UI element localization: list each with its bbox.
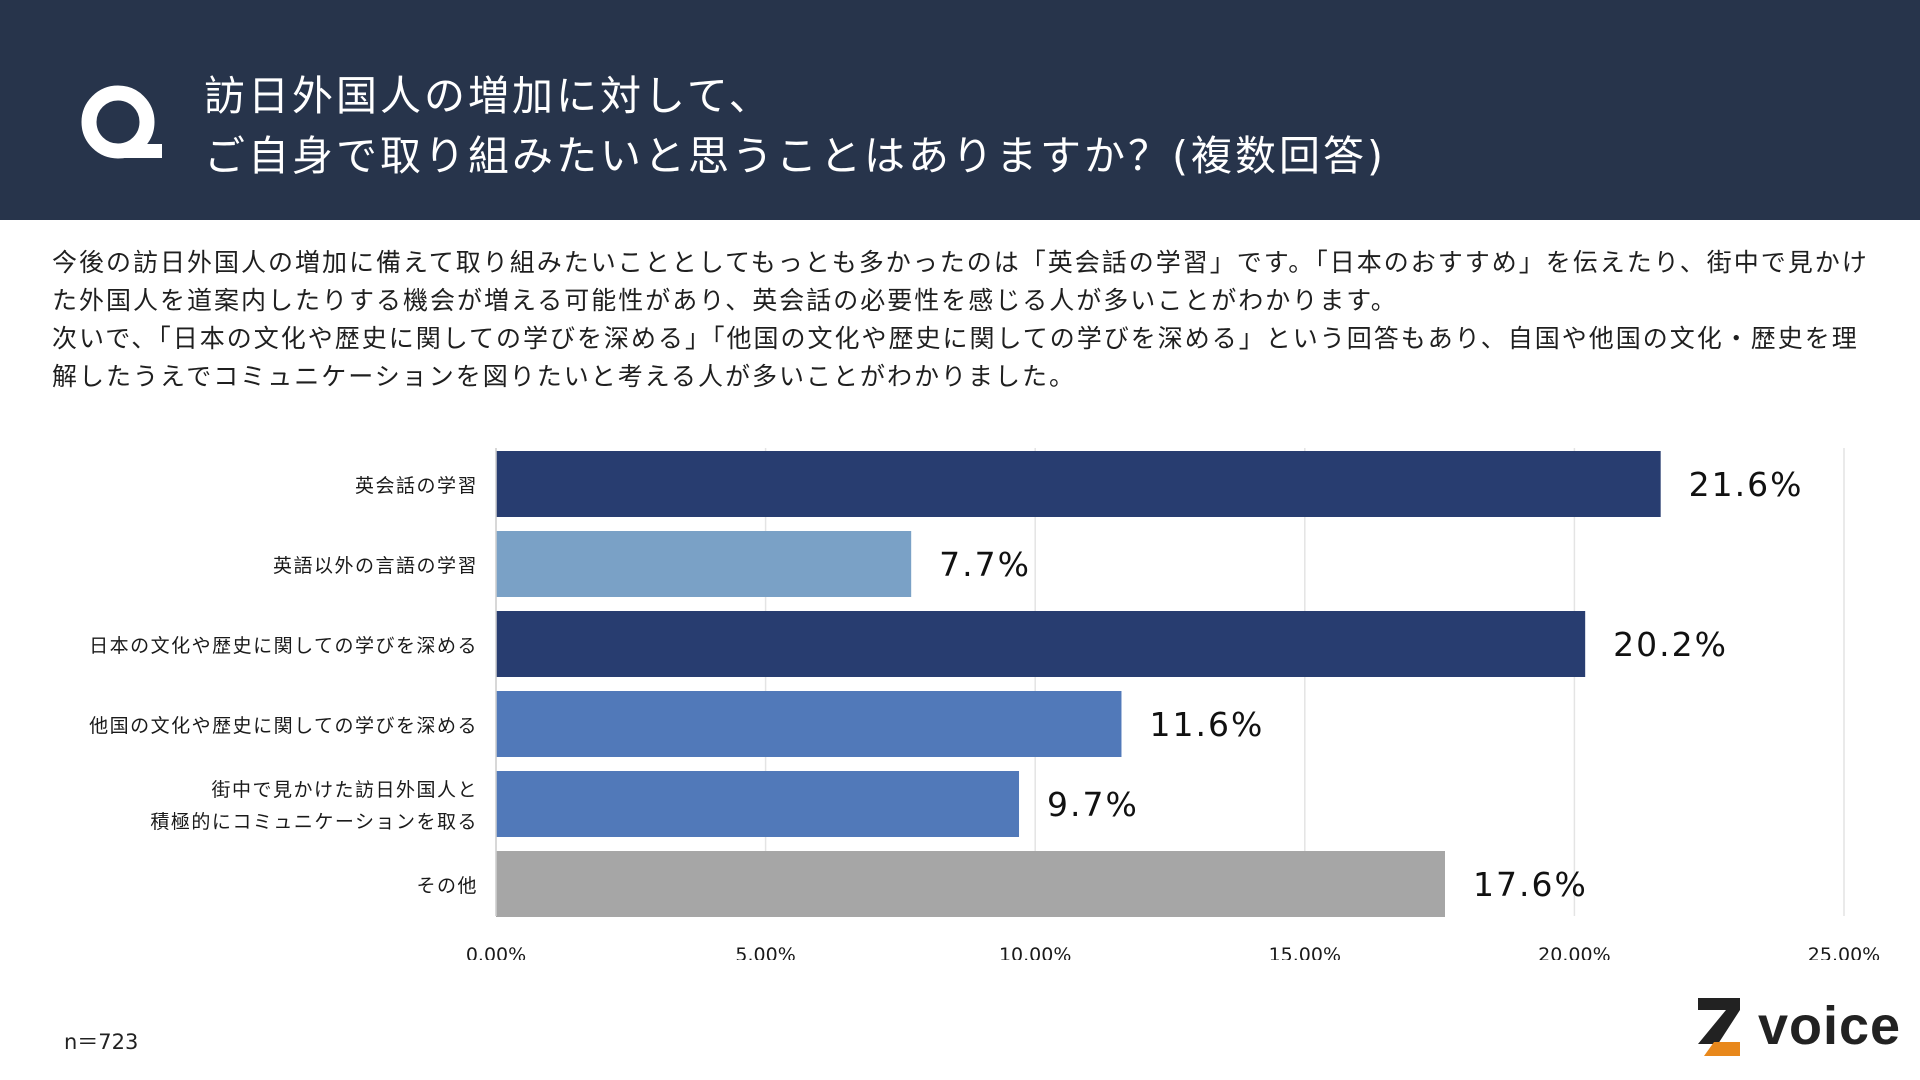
category-label: 他国の文化や歴史に関しての学びを深める <box>89 715 478 737</box>
bar <box>496 451 1661 517</box>
bar-chart: 21.6% 英会話の学習 7.7% 英語以外の言語の学習 20.2% 日本の文化や歴史に関… <box>89 448 1880 960</box>
bar <box>496 851 1445 917</box>
x-tick-label: 15.00% <box>1269 944 1341 960</box>
question-title-line1: 訪日外国人の増加に対して、 <box>204 72 773 120</box>
bar <box>496 691 1122 757</box>
intro-paragraph-2: 次いで、「日本の文化や歴史に関しての学びを深める」「他国の文化や歴史に関しての学… <box>52 324 1859 391</box>
x-tick-label: 10.00% <box>999 944 1071 960</box>
zvoice-logo: voice <box>1696 996 1906 1060</box>
data-label: 11.6% <box>1149 705 1264 744</box>
intro-paragraph-1: 今後の訪日外国人の増加に備えて取り組みたいこととしてもっとも多かったのは「英会話… <box>52 248 1869 315</box>
header-banner: 訪日外国人の増加に対して、 ご自身で取り組みたいと思うことはありますか？(複数回… <box>0 0 1920 220</box>
category-label: 日本の文化や歴史に関しての学びを深める <box>89 635 478 657</box>
logo-text: voice <box>1758 996 1902 1056</box>
z-logo-icon <box>1698 998 1740 1056</box>
sample-size: n＝723 <box>64 1030 139 1054</box>
category-label: 英語以外の言語の学習 <box>273 555 478 577</box>
q-icon <box>81 85 162 159</box>
bar <box>496 611 1586 677</box>
x-tick-label: 5.00% <box>735 944 795 960</box>
category-label: 英会話の学習 <box>355 475 478 497</box>
data-label: 20.2% <box>1613 625 1728 664</box>
data-label: 21.6% <box>1689 465 1804 504</box>
data-label: 9.7% <box>1047 785 1139 824</box>
x-tick-label: 0.00% <box>466 944 526 960</box>
intro-text: 今後の訪日外国人の増加に備えて取り組みたいこととしてもっとも多かったのは「英会話… <box>52 244 1882 396</box>
x-tick-label: 25.00% <box>1808 944 1880 960</box>
data-label: 7.7% <box>939 545 1031 584</box>
x-tick-label: 20.00% <box>1538 944 1610 960</box>
bar <box>496 531 912 597</box>
question-title-line2: ご自身で取り組みたいと思うことはありますか？(複数回答) <box>204 132 1386 180</box>
category-label: 街中で見かけた訪日外国人と <box>211 779 478 801</box>
bar <box>496 771 1020 837</box>
data-label: 17.6% <box>1473 865 1588 904</box>
category-label: 積極的にコミュニケーションを取る <box>150 811 478 833</box>
category-label: その他 <box>416 875 478 897</box>
question-title: 訪日外国人の増加に対して、 ご自身で取り組みたいと思うことはありますか？(複数回… <box>204 66 1386 186</box>
